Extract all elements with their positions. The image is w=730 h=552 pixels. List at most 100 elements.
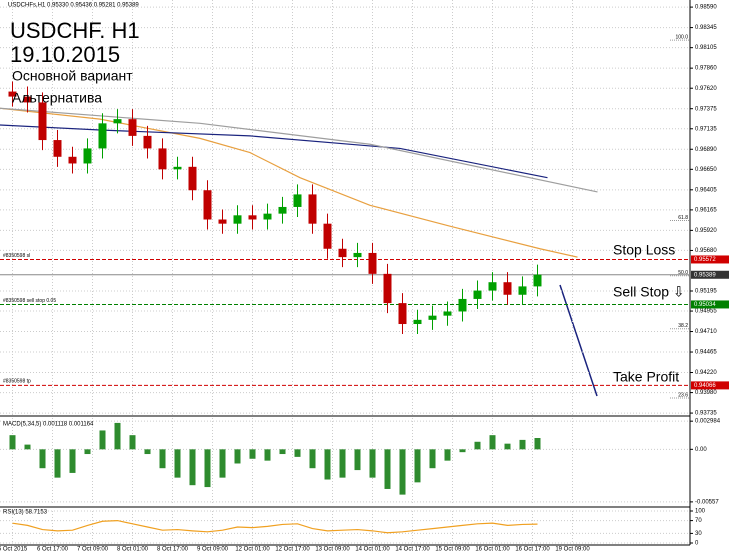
candle-body [128, 119, 137, 136]
y-tick-label: 0.96405 [695, 187, 717, 193]
candle-body [443, 311, 452, 316]
macd-bar [234, 449, 241, 464]
macd-bar [99, 430, 106, 450]
fib-label: 23.6 [678, 392, 688, 398]
candle-body [293, 194, 302, 207]
candle-body [533, 274, 542, 287]
macd-bar [114, 422, 121, 450]
y-tick-label: 0.002984 [695, 419, 721, 425]
moving-average [0, 124, 548, 179]
y-tick-label: 100 [695, 509, 706, 515]
fib-label: 38.2 [678, 323, 688, 329]
y-tick-label: 0.98590 [695, 5, 717, 11]
y-tick-label: 0.96890 [695, 147, 717, 153]
y-tick-label: 0.00 [695, 447, 707, 453]
candle-body [83, 148, 92, 164]
x-tick-label: 19 Oct 09:00 [555, 547, 590, 552]
y-tick-label: -0.00557 [695, 499, 719, 505]
macd-bar [399, 449, 406, 495]
macd-bar [534, 438, 541, 450]
macd-bar [384, 449, 391, 489]
fib-label: 100.0 [675, 34, 688, 40]
order-label: #8350598 tp [3, 379, 31, 385]
candle-body [8, 91, 17, 97]
x-tick-label: 6 Oct 2015 [0, 547, 28, 552]
x-tick-label: 16 Oct 17:00 [515, 547, 550, 552]
price-tag [691, 381, 729, 390]
macd-bar [294, 449, 301, 457]
candle-body [428, 315, 437, 320]
candle-body [173, 166, 182, 170]
candle-body [323, 223, 332, 249]
y-tick-label: 0.97620 [695, 86, 717, 92]
price-tag [691, 300, 729, 309]
candle-body [308, 194, 317, 224]
macd-bar [189, 449, 196, 486]
x-tick-label: 8 Oct 01:00 [117, 547, 149, 552]
candle-body [68, 156, 77, 164]
x-tick-label: 12 Oct 17:00 [275, 547, 310, 552]
y-tick-label: 30 [695, 531, 702, 537]
symbol-info: USDCHFs,H1 0.95330 0.95436 0.95281 0.953… [8, 3, 139, 9]
y-tick-label: 0.93735 [695, 411, 717, 417]
macd-bar [54, 449, 61, 478]
x-tick-label: 7 Oct 09:00 [77, 547, 109, 552]
y-tick-label: 0.93980 [695, 390, 717, 396]
macd-bar [369, 449, 376, 478]
annotation: Stop Loss [613, 242, 675, 258]
candle-body [143, 135, 152, 149]
macd-bar [429, 449, 436, 469]
candle-body [488, 282, 497, 291]
arrow-line [559, 284, 598, 397]
candle-body [263, 213, 272, 220]
macd-bar [159, 449, 166, 469]
title: USDCHF. H1 [10, 18, 140, 43]
candle-body [53, 140, 62, 157]
macd-bar [9, 435, 16, 450]
candle-body [23, 96, 32, 103]
candle-body [278, 206, 287, 214]
order-label: #8350598 sell stop 0.05 [3, 298, 56, 304]
candle-body [188, 166, 197, 191]
y-tick-label: 0.94955 [695, 309, 717, 315]
annotation: Take Profit [613, 369, 679, 385]
macd-bar [519, 439, 526, 450]
candle-body [248, 215, 257, 220]
x-tick-label: 6 Oct 17:00 [37, 547, 69, 552]
macd-bar [489, 435, 496, 450]
y-tick-label: 0.95920 [695, 228, 717, 234]
x-tick-label: 9 Oct 09:00 [197, 547, 229, 552]
macd-bar [324, 449, 331, 480]
x-tick-label: 16 Oct 01:00 [475, 547, 510, 552]
macd-bar [39, 449, 46, 469]
candle-body [368, 252, 377, 274]
y-tick-label: 0.94465 [695, 350, 717, 356]
price-tag-label: 0.95572 [694, 257, 716, 263]
macd-bar [24, 444, 31, 450]
candle-body [38, 102, 47, 141]
x-tick-label: 14 Oct 01:00 [355, 547, 390, 552]
x-tick-label: 12 Oct 01:00 [235, 547, 270, 552]
legend-entry: Альтернатива [12, 90, 102, 106]
macd-bar [504, 443, 511, 450]
macd-bar [279, 449, 286, 455]
candle-body [158, 148, 167, 170]
legend-entry: Основной вариант [12, 68, 133, 84]
price-tag-label: 0.95389 [694, 272, 716, 278]
candle-body [398, 303, 407, 325]
order-label: #8350598 sl [3, 253, 30, 259]
macd-bar [309, 449, 316, 469]
candle-body [503, 282, 512, 295]
y-tick-label: 0.97135 [695, 126, 717, 132]
candle-body [113, 119, 122, 124]
macd-bar [249, 449, 256, 459]
macd-bar [414, 449, 421, 483]
candle-body [413, 319, 422, 325]
candle-body [518, 286, 527, 295]
macd-bar [144, 449, 151, 455]
price-tag-label: 0.95034 [694, 302, 716, 308]
candle-body [218, 219, 227, 224]
macd-bar [444, 449, 451, 461]
panel-title: MACD(5,34,5) 0.001118 0.001164 [3, 422, 94, 428]
